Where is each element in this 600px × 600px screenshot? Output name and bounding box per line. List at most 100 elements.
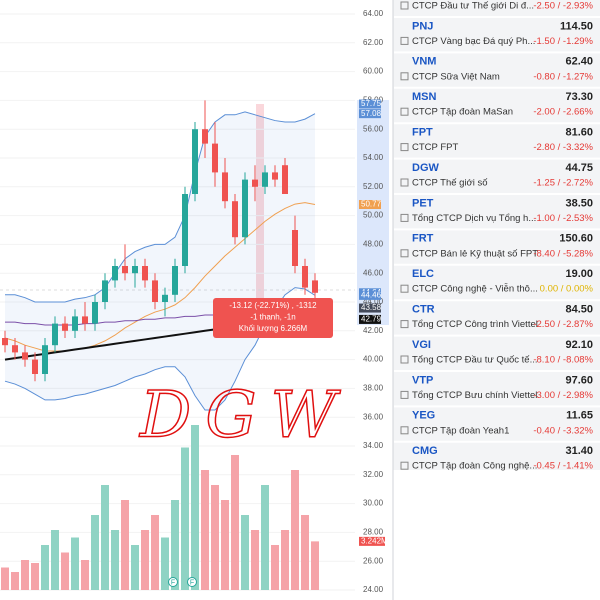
watchlist-row[interactable]: VTP 97.60 Tổng CTCP Bưu chính Viettel-3.00…	[394, 374, 600, 408]
row-icon	[400, 320, 409, 329]
axis-highlight	[357, 100, 389, 325]
candle-body	[282, 165, 288, 194]
price: 84.50	[565, 304, 593, 316]
symbol: FRT	[412, 233, 434, 245]
row-icon	[400, 249, 409, 258]
candle-body	[302, 266, 308, 288]
candle-body	[212, 143, 218, 173]
candle-body	[112, 266, 118, 281]
tooltip-box	[213, 298, 333, 338]
candle-body	[22, 352, 28, 360]
company-name: CTCP FPT	[412, 142, 458, 153]
y-tick-label: 60.00	[363, 67, 384, 76]
marker-label: F	[190, 579, 194, 586]
watchlist-row[interactable]: PET 38.50 Tổng CTCP Dịch vụ Tổng h...-1.00…	[394, 197, 600, 231]
company-name: CTCP Thế giới số	[412, 178, 488, 189]
volume-bar	[261, 485, 269, 590]
y-tick-label: 46.00	[363, 268, 384, 277]
watchlist-row[interactable]: FPT 81.60 CTCP FPT -2.80 / -3.32%	[394, 127, 600, 160]
y-tick-label: 64.00	[363, 9, 384, 18]
y-tick-label: 52.00	[363, 182, 384, 191]
candle-body	[232, 201, 238, 238]
volume-bar	[71, 537, 79, 590]
row-icon	[400, 213, 409, 222]
candle-body	[242, 179, 248, 238]
price-label-box	[359, 99, 381, 109]
row-icon	[400, 426, 409, 435]
y-tick-label: 42.00	[363, 326, 384, 335]
annotation: DGW	[139, 379, 350, 453]
volume-bar	[11, 572, 19, 590]
change: -8.40 / -5.28%	[533, 248, 593, 259]
price-label: 43.58	[361, 303, 382, 312]
tooltip-text: -13.12 (-22.71%) , -1312	[229, 301, 317, 310]
volume-bar	[111, 530, 119, 590]
price: 11.65	[566, 410, 593, 422]
price-label: 57.75	[361, 99, 382, 108]
change: -2.50 / -2.93%	[533, 1, 593, 12]
price-label: 57.08	[361, 109, 382, 118]
symbol: DGW	[412, 162, 440, 174]
volume-bar	[141, 530, 149, 590]
row-icon	[400, 284, 409, 293]
candle-body	[162, 294, 168, 302]
volume-bar	[91, 515, 99, 590]
change: -0.45 / -1.41%	[533, 461, 593, 472]
volume-bar	[231, 455, 239, 590]
change: -3.00 / -2.98%	[533, 390, 593, 401]
symbol: PNJ	[412, 20, 433, 32]
change: -0.80 / -1.27%	[533, 71, 593, 82]
y-tick-label: 56.00	[363, 124, 384, 133]
change: -0.40 / -3.32%	[533, 425, 593, 436]
watchlist-row[interactable]: ELC 19.00 CTCP Công nghệ - Viễn thô... 0.00…	[394, 268, 600, 302]
price: 62.40	[565, 56, 593, 68]
symbol: CTR	[412, 304, 435, 316]
watchlist-row[interactable]: CTR 84.50 Tổng CTCP Công trình Viettel-2.5…	[394, 304, 600, 337]
volume-bar	[61, 552, 69, 590]
volume-bar	[31, 563, 39, 590]
tooltip-text: Khối lượng 6.266M	[239, 324, 308, 333]
watchlist-row[interactable]: DGW 44.75 CTCP Thế giới số -1.25 / -2.72%	[394, 162, 600, 195]
marker	[187, 577, 197, 587]
change: -1.00 / -2.53%	[533, 213, 593, 224]
y-tick-label: 48.00	[363, 240, 384, 249]
candle-body	[82, 316, 88, 324]
price: 38.50	[565, 197, 593, 209]
watchlist-row[interactable]: MSN 73.30 CTCP Tập đoàn MaSan -2.00 / -2.66…	[394, 91, 600, 125]
watchlist-row[interactable]: YEG 11.65 CTCP Tập đoàn Yeah1 -0.40 / -3.32…	[394, 410, 600, 443]
watchlist-row[interactable]: CMG 31.40 CTCP Tập đoàn Công nghệ...-0.45 …	[394, 445, 600, 479]
volume-bar	[51, 530, 59, 590]
volume-bar	[241, 515, 249, 590]
candle-body	[252, 179, 258, 187]
symbol: VNM	[412, 56, 436, 68]
y-tick-label: 62.00	[363, 38, 384, 47]
company-name: CTCP Tập đoàn Yeah1	[412, 425, 509, 436]
watchlist-row[interactable]: CTCP Đầu tư Thế giới Di đ... -2.50 / -2.9…	[394, 1, 600, 18]
watchlist-row[interactable]: FRT 150.60 CTCP Bán lẻ Kỹ thuật số FPT-8.4…	[394, 233, 600, 266]
candle-body	[62, 323, 68, 331]
watchlist-panel	[393, 0, 600, 470]
volume-bar	[301, 515, 309, 590]
candle-body	[2, 338, 8, 346]
watchlist-row[interactable]: VGI 92.10 Tổng CTCP Đầu tư Quốc tế...-8.10…	[394, 339, 600, 372]
selection-band	[256, 104, 264, 300]
company-name: CTCP Sữa Việt Nam	[412, 71, 500, 82]
y-tick-label: 24.00	[363, 585, 384, 594]
y-tick-label: 36.00	[363, 412, 384, 421]
company-name: Tổng CTCP Dịch vụ Tổng h...	[412, 213, 536, 224]
volume-bar	[171, 500, 179, 590]
change: -2.00 / -2.66%	[533, 107, 593, 118]
y-tick-label: 26.00	[363, 556, 384, 565]
watchlist-row[interactable]: VNM 62.40 CTCP Sữa Việt Nam -0.80 / -1.27%	[394, 56, 600, 89]
candle-body	[222, 172, 228, 202]
candle-body	[12, 345, 18, 353]
candle-body	[42, 345, 48, 374]
candle-body	[122, 266, 128, 274]
watchlist-row[interactable]: PNJ 114.50 CTCP Vàng bạc Đá quý Ph...-1.50…	[394, 20, 600, 54]
indicator-line	[4, 202, 316, 352]
price: 73.30	[565, 91, 593, 103]
volume-bar	[291, 470, 299, 590]
y-tick-label: 28.00	[363, 528, 384, 537]
symbol: ELC	[412, 268, 434, 280]
